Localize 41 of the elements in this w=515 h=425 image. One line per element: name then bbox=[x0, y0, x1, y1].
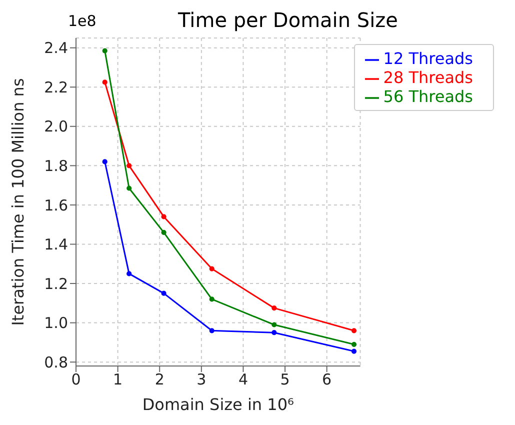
point bbox=[209, 296, 214, 302]
point bbox=[126, 163, 132, 168]
point bbox=[102, 80, 108, 85]
legend-label: 56 Threads bbox=[383, 87, 473, 106]
point bbox=[272, 322, 277, 328]
y-tick-label: 2.2 bbox=[44, 78, 68, 96]
y-tick-label: 1.0 bbox=[44, 314, 68, 332]
chart-title: Time per Domain Size bbox=[178, 8, 398, 32]
legend-label: 12 Threads bbox=[383, 49, 473, 68]
point bbox=[209, 328, 214, 334]
y-tick-label: 1.4 bbox=[44, 236, 68, 254]
legend-label: 28 Threads bbox=[383, 68, 473, 87]
point bbox=[209, 266, 214, 272]
x-tick-label: 1 bbox=[113, 370, 123, 389]
point bbox=[351, 342, 357, 347]
point bbox=[161, 214, 166, 220]
point bbox=[161, 230, 166, 235]
y-axis-title: Iteration Time in 100 Million ns bbox=[8, 78, 28, 326]
x-tick-label: 0 bbox=[71, 370, 81, 389]
y-tick-label: 2.4 bbox=[44, 39, 68, 58]
point bbox=[351, 348, 357, 354]
point bbox=[126, 271, 132, 276]
x-tick-label: 2 bbox=[154, 370, 164, 389]
point bbox=[351, 328, 357, 334]
point bbox=[102, 48, 108, 54]
y-tick-label: 0.8 bbox=[44, 353, 68, 372]
point bbox=[102, 159, 108, 164]
point bbox=[126, 186, 132, 191]
y-tick-label: 1.8 bbox=[44, 156, 68, 175]
text: 1e8 bbox=[68, 12, 96, 30]
x-tick-label: 4 bbox=[238, 370, 248, 389]
x-tick-label: 5 bbox=[280, 370, 290, 389]
x-tick-label: 3 bbox=[196, 370, 206, 389]
x-axis-title: Domain Size in 10⁶ bbox=[142, 395, 294, 414]
y-tick-label: 2.0 bbox=[44, 118, 68, 136]
y-tick-label: 1.6 bbox=[44, 196, 68, 214]
y-tick-label: 1.2 bbox=[44, 274, 68, 293]
point bbox=[272, 306, 277, 311]
point bbox=[161, 290, 166, 296]
point bbox=[272, 330, 277, 336]
x-tick-label: 6 bbox=[322, 370, 332, 389]
